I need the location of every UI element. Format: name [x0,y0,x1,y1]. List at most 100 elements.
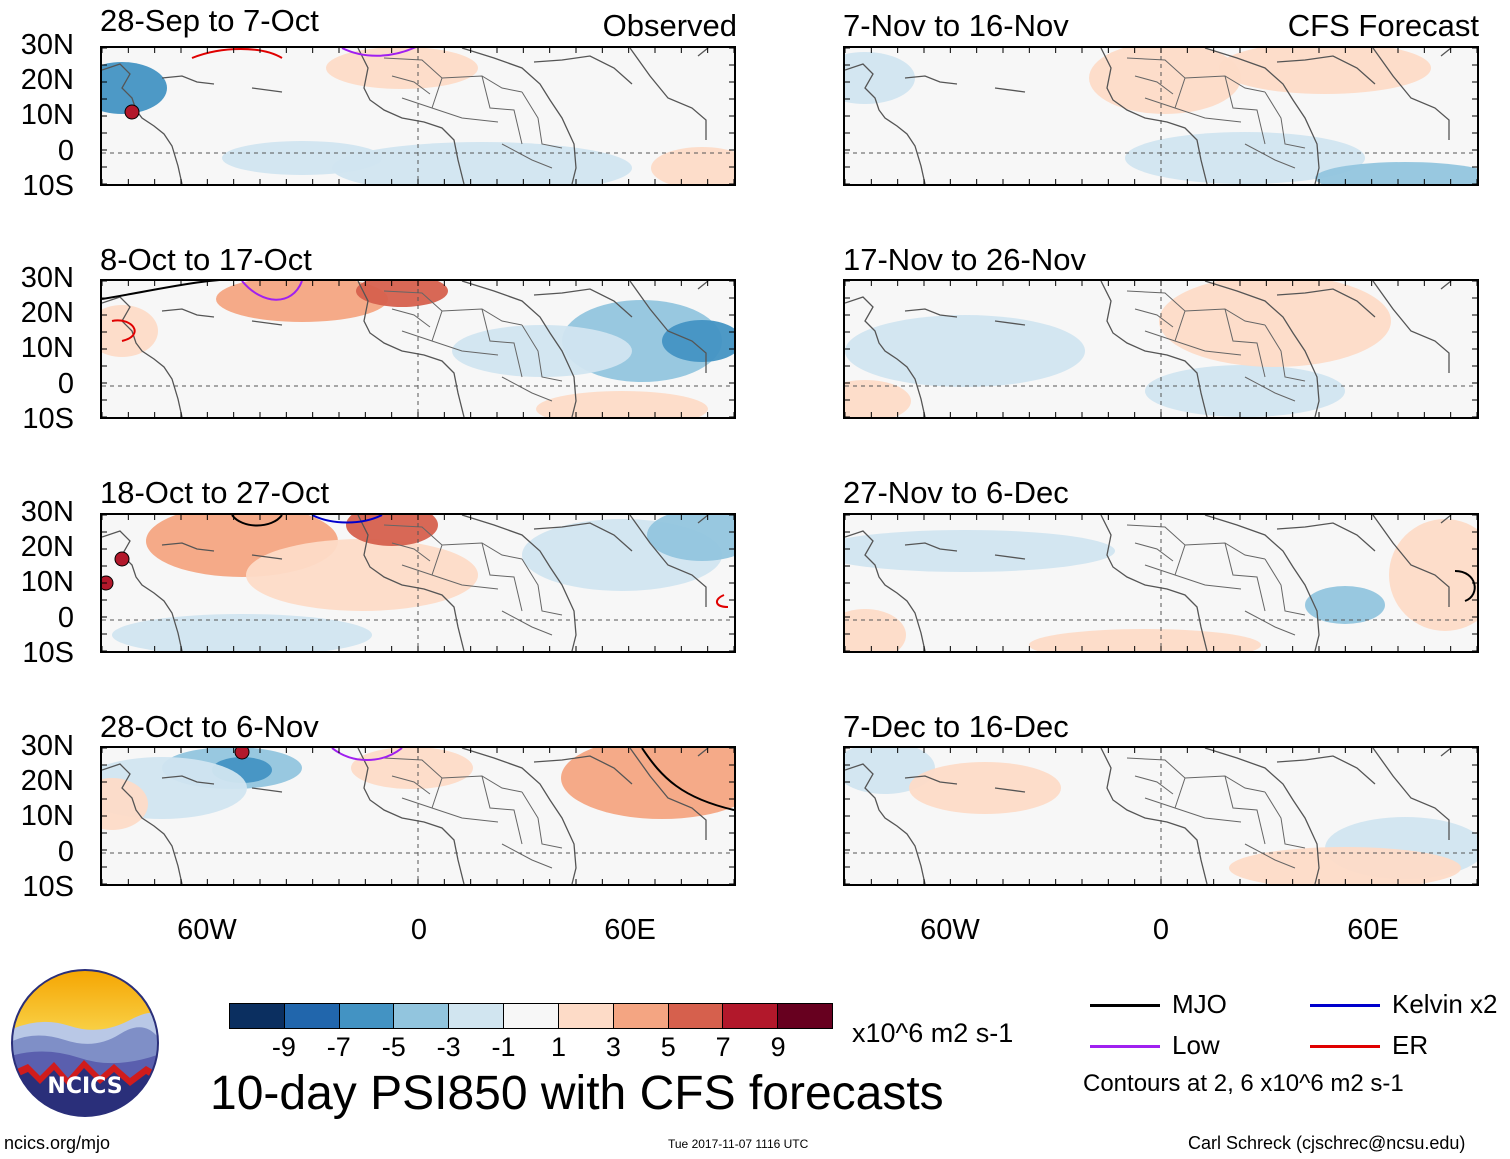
coastline [161,75,215,85]
country-border [521,791,563,849]
panel-title-6: 17-Nov to 26-Nov [843,242,1086,277]
country-border [391,542,431,562]
footer-timestamp: Tue 2017-11-07 1116 UTC [668,1137,809,1151]
wave-contour [341,48,416,57]
negative-anomaly-region [1305,586,1385,624]
map-plot [845,48,1477,184]
colorbar-swatch [723,1004,779,1028]
colorbar-tick-label: 5 [660,1032,676,1062]
lat-label: 10N [20,332,74,364]
negative-anomaly-region [102,62,167,114]
country-border [391,308,431,328]
country-border [441,775,523,793]
coastline [533,755,633,785]
coastline [629,281,707,373]
lat-label: 10N [20,800,74,832]
coastline [904,775,958,785]
wave-contour [241,281,303,301]
panel-title-4: 28-Oct to 6-Nov [100,709,319,744]
coastline [1100,748,1208,884]
storm-marker-icon [234,748,250,760]
country-border [1144,564,1242,590]
colorbar-swatch [668,1004,724,1028]
colorbar-swatch [230,1004,285,1028]
country-border [1184,775,1266,793]
country-border [1264,558,1306,616]
colorbar-tick-label: 7 [715,1032,731,1062]
coastline [357,281,465,417]
coastline [697,281,709,290]
map-panel-forecast-3 [843,513,1479,653]
lat-label: 0 [57,602,74,634]
map-plot [845,515,1477,651]
lat-label: 0 [57,836,74,868]
country-border [501,610,553,636]
coastline [533,55,633,85]
coastline [102,530,183,651]
colorbar [229,1003,833,1029]
negative-anomaly-region [845,530,1115,572]
coastline [533,288,633,318]
lat-label: 0 [57,135,74,167]
country-border [521,91,563,149]
map-panel-forecast-1 [843,46,1479,186]
coastline [461,281,577,417]
negative-anomaly-region [222,141,382,175]
positive-anomaly-region [1389,519,1477,631]
colorbar-tick-label: -3 [436,1032,461,1062]
wave-contour [231,515,283,527]
panel-title-5: 7-Nov to 16-Nov [843,8,1069,43]
colorbar-swatch [339,1004,395,1028]
country-border [481,308,523,378]
coastline [1100,515,1208,651]
coastline [697,748,709,757]
map-plot [102,515,734,651]
panel-title-2: 8-Oct to 17-Oct [100,242,312,277]
country-border [1144,797,1242,823]
lon-label: 60W [177,914,237,946]
country-border [1126,57,1186,109]
lat-label: 10S [22,403,74,435]
country-border [1184,542,1266,560]
coastline [251,320,283,326]
coastline [161,775,215,785]
storm-marker-icon [102,575,114,591]
coastline [845,296,926,417]
positive-anomaly-region [1159,281,1391,367]
country-border [1126,290,1186,342]
positive-anomaly-region [845,380,911,417]
coastline [1204,48,1320,184]
legend-line-kelvin [1310,1004,1380,1007]
map-panel-observed-1 [100,46,736,186]
country-border [521,324,563,382]
negative-anomaly-region [1145,365,1345,417]
legend-contours-note: Contours at 2, 6 x10^6 m2 s-1 [1083,1070,1404,1097]
country-border [1224,542,1266,612]
coastline [994,787,1026,793]
wave-contour [1454,570,1476,602]
coastline [1372,48,1450,140]
coastline [461,48,577,184]
country-border [481,542,523,612]
country-border [1144,97,1242,123]
coastline [102,763,183,884]
country-border [441,75,523,93]
colorbar-tick-label: 1 [550,1032,566,1062]
map-plot [102,281,734,417]
colorbar-swatch [449,1004,505,1028]
legend-line-low [1090,1045,1160,1048]
country-border [501,843,553,869]
country-border [1224,775,1266,845]
footer-url[interactable]: ncics.org/mjo [4,1133,111,1153]
negative-anomaly-region [1315,162,1477,184]
coastline [357,48,465,184]
lon-label: 0 [410,914,428,946]
chart-title: 10-day PSI850 with CFS forecasts [210,1067,944,1120]
map-panel-observed-4 [100,746,736,886]
panel-title-3: 18-Oct to 27-Oct [100,475,330,510]
map-plot [845,281,1477,417]
coastline [1440,748,1452,757]
coastline [904,75,958,85]
country-border [1126,524,1186,576]
coastline [697,48,709,57]
